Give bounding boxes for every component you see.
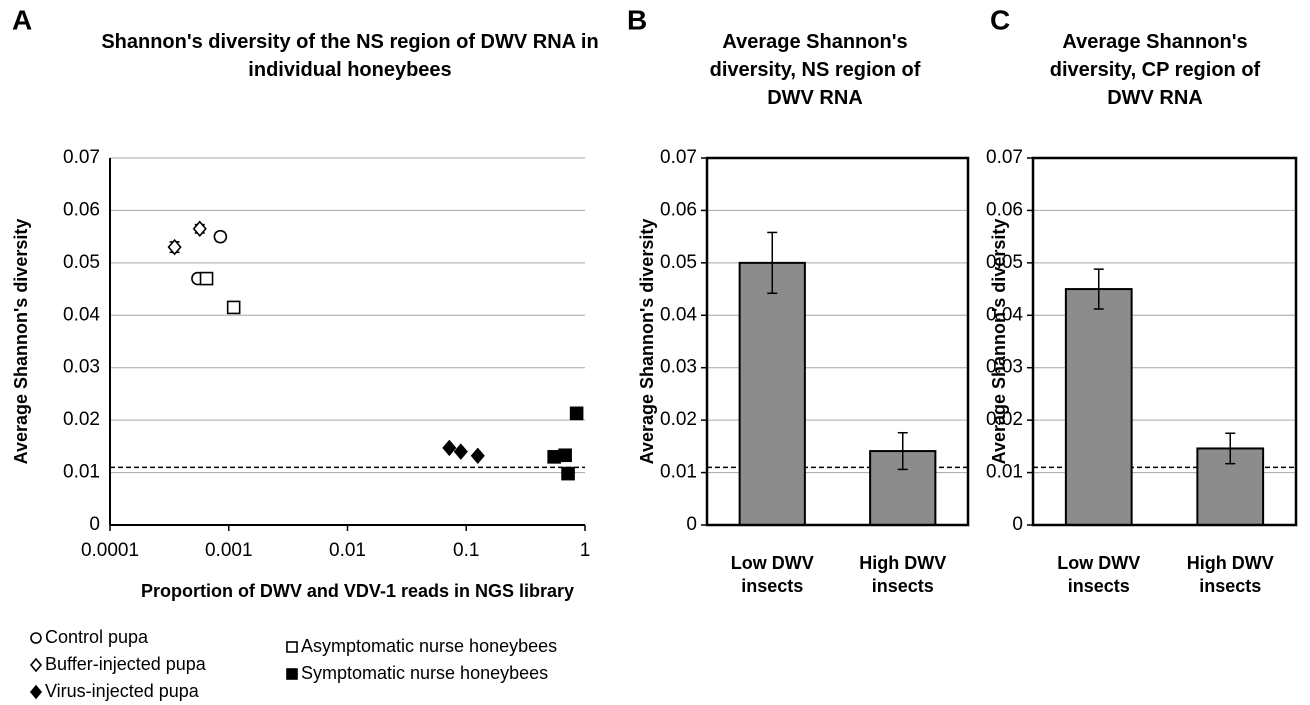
y-tick-label: 0.04 (660, 304, 697, 325)
y-tick-label: 0.02 (63, 409, 100, 430)
y-tick-label: 0.02 (986, 409, 1023, 430)
y-tick-label: 0.06 (660, 199, 697, 220)
y-tick-label: 0.07 (660, 147, 697, 168)
y-tick-label: 0.03 (660, 357, 697, 378)
panel-label: A (12, 4, 32, 35)
x-tick-label: 1 (580, 540, 591, 561)
legend-marker (29, 684, 43, 700)
y-tick-label: 0 (1012, 514, 1023, 535)
panel-label: B (627, 4, 647, 35)
plot-frame (1031, 156, 1298, 527)
chart-title: Average Shannon's diversity, CP region o… (1049, 31, 1261, 109)
y-tick-label: 0.01 (63, 462, 100, 483)
marker (470, 447, 485, 465)
x-tick-label: 0.01 (329, 540, 366, 561)
bar (1064, 288, 1133, 527)
x-tick-label: Low DWV insects (1057, 553, 1141, 597)
x-tick-label: High DWV insects (1186, 553, 1274, 597)
y-tick-label: 0.04 (986, 304, 1023, 325)
x-tick-label: 0.001 (205, 540, 253, 561)
y-tick-label: 0.03 (986, 357, 1023, 378)
y-tick-label: 0.06 (986, 199, 1023, 220)
legend-label: Asymptomatic nurse honeybees (301, 636, 557, 656)
legend-marker (29, 657, 43, 673)
y-tick-label: 0.05 (63, 252, 100, 273)
y-tick-label: 0.01 (986, 462, 1023, 483)
legend-label: Symptomatic nurse honeybees (301, 663, 548, 683)
marker (453, 443, 468, 460)
y-tick-label: 0.05 (660, 252, 697, 273)
marker (213, 229, 228, 244)
marker (167, 238, 182, 256)
y-axis-label: Average Shannon's diversity (637, 219, 657, 465)
legend-label: Buffer-injected pupa (45, 654, 207, 674)
x-tick-label: 0.1 (453, 540, 479, 561)
legend-label: Virus-injected pupa (45, 681, 200, 701)
error-bar (767, 231, 778, 295)
y-tick-label: 0.02 (660, 409, 697, 430)
y-tick-label: 0.01 (660, 462, 697, 483)
legend-marker (286, 641, 298, 653)
legend-marker (30, 632, 42, 644)
legend-label: Control pupa (45, 627, 149, 647)
y-tick-label: 0 (686, 514, 697, 535)
y-tick-label: 0.03 (63, 357, 100, 378)
error-bar (1093, 268, 1104, 310)
marker (442, 439, 457, 457)
x-axis-label: Proportion of DWV and VDV-1 reads in NGS… (141, 581, 574, 601)
y-tick-label: 0 (89, 514, 100, 535)
x-tick-label: High DWV insects (859, 553, 947, 597)
y-tick-label: 0.07 (986, 147, 1023, 168)
error-bar (897, 431, 908, 471)
plot-frame (705, 156, 970, 527)
marker (569, 406, 584, 421)
x-tick-label: Low DWV insects (730, 553, 814, 597)
chart-title: Shannon's diversity of the NS region of … (101, 31, 599, 81)
x-tick-label: 0.0001 (81, 540, 139, 561)
error-bar (1225, 432, 1236, 465)
marker (192, 220, 207, 238)
marker (558, 448, 572, 463)
marker (199, 271, 214, 286)
bar (738, 261, 806, 526)
chart-title: Average Shannon's diversity, NS region o… (709, 31, 921, 109)
legend-marker (286, 668, 298, 680)
marker (561, 466, 575, 481)
y-tick-label: 0.07 (63, 147, 100, 168)
y-tick-label: 0.05 (986, 252, 1023, 273)
panel-label: C (990, 4, 1010, 35)
marker (226, 300, 241, 315)
y-tick-label: 0.06 (63, 199, 100, 220)
y-axis-label: Average Shannon's diversity (989, 219, 1009, 465)
y-tick-label: 0.04 (63, 304, 100, 325)
y-axis-label: Average Shannon's diversity (11, 219, 31, 465)
